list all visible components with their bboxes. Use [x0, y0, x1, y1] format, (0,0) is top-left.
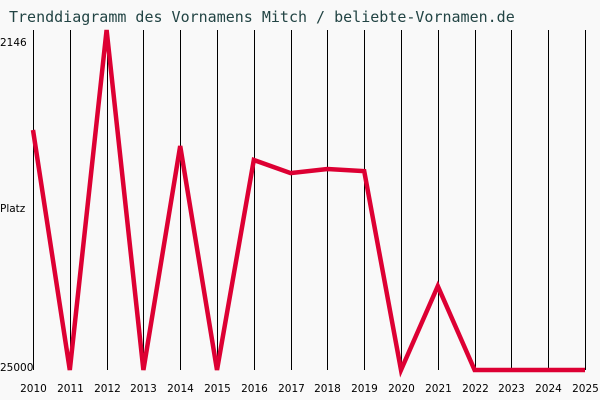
x-tick-label: 2018: [314, 383, 341, 395]
y-tick-label: 2146: [0, 37, 27, 49]
x-tick-label: 2012: [94, 383, 121, 395]
y-axis-title: Platz: [0, 203, 26, 215]
y-tick-label: 25000: [0, 362, 33, 374]
x-tick-label: 2015: [204, 383, 231, 395]
x-tick-label: 2024: [535, 383, 562, 395]
x-tick-label: 2017: [278, 383, 305, 395]
chart-title: Trenddiagramm des Vornamens Mitch / beli…: [9, 8, 515, 26]
vertical-gridlines: [33, 30, 586, 370]
x-tick-label: 2010: [20, 383, 47, 395]
x-tick-label: 2025: [572, 383, 599, 395]
x-tick-label: 2023: [498, 383, 525, 395]
y-axis-labels: 2146 Platz 25000: [0, 37, 33, 374]
x-tick-label: 2016: [241, 383, 268, 395]
rank-trend-line: [30, 29, 585, 378]
x-tick-label: 2013: [130, 383, 157, 395]
x-tick-label: 2020: [388, 383, 415, 395]
x-tick-label: 2021: [425, 383, 452, 395]
x-tick-label: 2022: [462, 383, 489, 395]
x-tick-label: 2019: [351, 383, 378, 395]
x-tick-label: 2014: [167, 383, 194, 395]
x-tick-label: 2011: [57, 383, 84, 395]
x-axis-labels: 2010 2011 2012 2013 2014 2015 2016 2017 2018 2019…: [20, 383, 599, 395]
